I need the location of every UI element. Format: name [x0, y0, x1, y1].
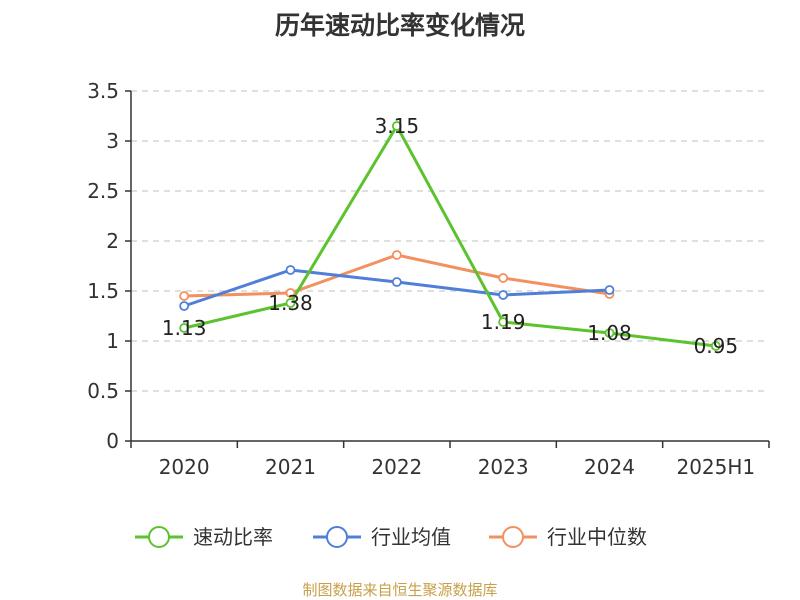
- legend-swatch-marker: [502, 526, 524, 548]
- y-axis-ticks: 0 0.5 1 1.5 2 2.5 3 3.5: [87, 79, 131, 453]
- legend[interactable]: 速动比率 行业均值 行业中位数: [135, 525, 647, 549]
- series-2-point: [498, 273, 509, 283]
- series-0-point: [604, 328, 615, 338]
- y-tick-label: 1.5: [87, 279, 119, 303]
- series-points: [179, 121, 721, 351]
- x-tick-label: 2025H1: [676, 455, 755, 479]
- data-label: 1.13: [162, 316, 207, 340]
- series-1-point: [391, 277, 402, 287]
- series-0-point: [498, 317, 509, 327]
- data-label: 1.38: [268, 291, 313, 315]
- y-tick-label: 3.5: [87, 79, 119, 103]
- series-0-line: [183, 124, 716, 348]
- y-tick-label: 0.5: [87, 379, 119, 403]
- x-tick-label: 2020: [159, 455, 210, 479]
- legend-label: 行业中位数: [547, 525, 647, 549]
- legend-item-2[interactable]: 行业中位数: [489, 525, 647, 549]
- legend-swatch-marker: [326, 526, 348, 548]
- series-0-point: [285, 298, 296, 308]
- x-tick-label: 2021: [265, 455, 316, 479]
- data-label: 0.95: [694, 334, 739, 358]
- x-tick-label: 2022: [371, 455, 422, 479]
- series-0-point: [710, 341, 721, 351]
- y-tick-label: 0: [106, 429, 119, 453]
- x-tick-label: 2024: [584, 455, 635, 479]
- legend-label: 行业均值: [371, 525, 451, 549]
- data-label: 1.08: [587, 321, 632, 345]
- y-tick-label: 3: [106, 129, 119, 153]
- data-label: 1.19: [481, 310, 526, 334]
- y-tick-label: 1: [106, 329, 119, 353]
- data-labels: 1.13 1.38 3.15 1.19 1.08 0.95: [162, 114, 738, 358]
- series-1-point: [604, 285, 615, 295]
- series-lines: [183, 124, 716, 348]
- x-axis-ticks: 2020 2021 2022 2023 2024 2025H1: [130, 441, 770, 479]
- series-1-line: [183, 268, 610, 308]
- legend-item-1[interactable]: 行业均值: [313, 525, 451, 549]
- x-tick-label: 2023: [478, 455, 529, 479]
- series-1-point: [179, 301, 190, 311]
- chart-title: 历年速动比率变化情况: [275, 11, 525, 40]
- source-note: 制图数据来自恒生聚源数据库: [302, 581, 497, 599]
- grid: [131, 90, 769, 392]
- legend-label: 速动比率: [193, 525, 273, 549]
- series-2-point: [285, 288, 296, 298]
- series-0-point: [391, 121, 402, 131]
- series-2-point: [179, 291, 190, 301]
- series-2-point: [391, 250, 402, 260]
- legend-item-0[interactable]: 速动比率: [135, 525, 273, 549]
- y-tick-label: 2: [106, 229, 119, 253]
- data-label: 3.15: [375, 114, 420, 138]
- series-1-point: [285, 265, 296, 275]
- series-1-point: [498, 290, 509, 300]
- legend-swatch-marker: [148, 526, 170, 548]
- y-tick-label: 2.5: [87, 179, 119, 203]
- series-2-line: [184, 253, 610, 298]
- series-0-point: [179, 323, 190, 333]
